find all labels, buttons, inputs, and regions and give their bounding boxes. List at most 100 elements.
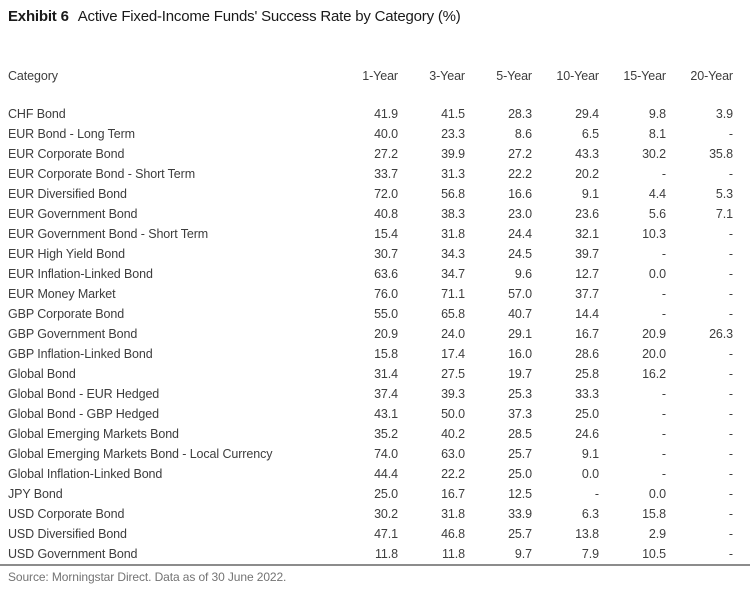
value-cell: 23.6 (575, 207, 599, 221)
value-cell: 9.1 (581, 447, 599, 461)
column-header-5-year: 5-Year (496, 69, 532, 83)
category-cell: Global Emerging Markets Bond (8, 427, 179, 441)
value-cell: 47.1 (374, 527, 398, 541)
value-cell: 23.3 (441, 127, 465, 141)
value-cell: 38.3 (441, 207, 465, 221)
column-header-20-year: 20-Year (690, 69, 733, 83)
value-cell: 0.0 (648, 267, 666, 281)
value-cell: 40.8 (374, 207, 398, 221)
value-cell: 27.2 (374, 147, 398, 161)
value-cell: 20.9 (642, 327, 666, 341)
value-cell: 17.4 (441, 347, 465, 361)
exhibit-title: Exhibit 6 Active Fixed-Income Funds' Succ… (0, 8, 750, 26)
value-cell: 9.6 (514, 267, 532, 281)
category-cell: Global Emerging Markets Bond - Local Cur… (8, 447, 273, 461)
category-cell: EUR Corporate Bond (8, 147, 125, 161)
value-cell: 25.0 (508, 467, 532, 481)
value-cell: - (661, 307, 666, 321)
table-row: EUR High Yield Bond 30.7 34.3 24.5 39.7 - - (0, 244, 750, 264)
value-cell: 25.3 (508, 387, 532, 401)
table-body: CHF Bond 41.9 41.5 28.3 29.4 9.8 3.9 EUR Bond -… (0, 104, 750, 564)
value-cell: 50.0 (441, 407, 465, 421)
value-cell: 46.8 (441, 527, 465, 541)
category-cell: USD Diversified Bond (8, 527, 127, 541)
value-cell: 20.0 (642, 347, 666, 361)
table-row: Global Emerging Markets Bond - Local Cur… (0, 444, 750, 464)
value-cell: - (728, 167, 733, 181)
table-row: USD Corporate Bond 30.2 31.8 33.9 6.3 15.8 - (0, 504, 750, 524)
value-cell: 35.8 (709, 147, 733, 161)
value-cell: 12.5 (508, 487, 532, 501)
table-row: USD Diversified Bond 47.1 46.8 25.7 13.8 2.9 - (0, 524, 750, 544)
value-cell: 19.7 (508, 367, 532, 381)
value-cell: 15.8 (642, 507, 666, 521)
value-cell: 37.7 (575, 287, 599, 301)
value-cell: 37.3 (508, 407, 532, 421)
category-cell: Global Bond (8, 367, 76, 381)
table-row: EUR Government Bond - Short Term 15.4 31.8… (0, 224, 750, 244)
value-cell: - (661, 387, 666, 401)
table-row: EUR Bond - Long Term 40.0 23.3 8.6 6.5 8.1 - (0, 124, 750, 144)
value-cell: 71.1 (441, 287, 465, 301)
value-cell: 74.0 (374, 447, 398, 461)
value-cell: 39.3 (441, 387, 465, 401)
category-cell: EUR Money Market (8, 287, 116, 301)
category-cell: Global Bond - EUR Hedged (8, 387, 160, 401)
value-cell: 25.7 (508, 447, 532, 461)
value-cell: - (661, 167, 666, 181)
value-cell: 40.7 (508, 307, 532, 321)
value-cell: 10.5 (642, 547, 666, 561)
value-cell: 7.1 (715, 207, 733, 221)
value-cell: 44.4 (374, 467, 398, 481)
value-cell: 20.2 (575, 167, 599, 181)
value-cell: 31.3 (441, 167, 465, 181)
value-cell: 41.5 (441, 107, 465, 121)
exhibit-number: Exhibit 6 (8, 8, 69, 25)
table-row: JPY Bond 25.0 16.7 12.5 - 0.0 - (0, 484, 750, 504)
value-cell: - (728, 487, 733, 501)
value-cell: 10.3 (642, 227, 666, 241)
value-cell: 24.6 (575, 427, 599, 441)
value-cell: - (728, 547, 733, 561)
value-cell: - (728, 247, 733, 261)
value-cell: - (728, 447, 733, 461)
category-cell: Global Inflation-Linked Bond (8, 467, 163, 481)
category-cell: EUR Government Bond (8, 207, 138, 221)
value-cell: - (661, 407, 666, 421)
value-cell: 22.2 (441, 467, 465, 481)
value-cell: 28.3 (508, 107, 532, 121)
value-cell: - (728, 267, 733, 281)
category-cell: EUR Corporate Bond - Short Term (8, 167, 196, 181)
category-cell: USD Corporate Bond (8, 507, 125, 521)
value-cell: 72.0 (374, 187, 398, 201)
category-cell: EUR Government Bond - Short Term (8, 227, 209, 241)
value-cell: 24.4 (508, 227, 532, 241)
column-header-10-year: 10-Year (556, 69, 599, 83)
value-cell: 4.4 (648, 187, 666, 201)
value-cell: 39.9 (441, 147, 465, 161)
value-cell: - (728, 127, 733, 141)
value-cell: 30.2 (642, 147, 666, 161)
value-cell: - (728, 347, 733, 361)
value-cell: 13.8 (575, 527, 599, 541)
value-cell: 27.2 (508, 147, 532, 161)
value-cell: - (728, 527, 733, 541)
value-cell: - (728, 307, 733, 321)
category-cell: EUR Diversified Bond (8, 187, 127, 201)
value-cell: 30.2 (374, 507, 398, 521)
value-cell: - (728, 467, 733, 481)
table-row: EUR Inflation-Linked Bond 63.6 34.7 9.6 12.7… (0, 264, 750, 284)
value-cell: 15.8 (374, 347, 398, 361)
column-header-1-year: 1-Year (362, 69, 398, 83)
value-cell: - (594, 487, 599, 501)
value-cell: 29.1 (508, 327, 532, 341)
source-note: Source: Morningstar Direct. Data as of 3… (8, 570, 287, 584)
table-row: Global Emerging Markets Bond 35.2 40.2 28.5… (0, 424, 750, 444)
value-cell: 32.1 (575, 227, 599, 241)
value-cell: 25.0 (575, 407, 599, 421)
value-cell: 6.3 (581, 507, 599, 521)
table-row: EUR Diversified Bond 72.0 56.8 16.6 9.1 4.4 5.… (0, 184, 750, 204)
value-cell: 8.1 (648, 127, 666, 141)
table-row: Global Bond - GBP Hedged 43.1 50.0 37.3 25.0… (0, 404, 750, 424)
